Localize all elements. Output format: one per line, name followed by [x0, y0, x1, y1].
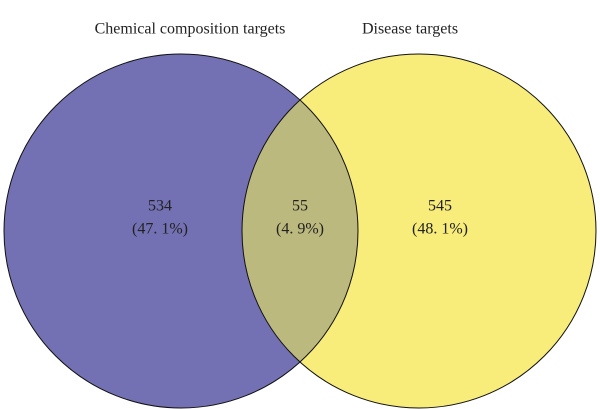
overlap-region — [242, 54, 358, 408]
region-percent: (4. 9%) — [276, 221, 324, 238]
region-count: 55 — [292, 198, 308, 215]
venn-labels: Chemical composition targets Disease targ… — [95, 21, 468, 238]
venn-shapes — [3, 53, 597, 409]
region-percent: (48. 1%) — [412, 221, 468, 238]
set-title: Disease targets — [362, 21, 458, 38]
region-percent: (47. 1%) — [132, 221, 188, 238]
set-outline — [3, 53, 359, 409]
set-outline — [241, 53, 597, 409]
region-count: 545 — [428, 198, 452, 215]
region-count: 534 — [148, 198, 172, 215]
set-title: Chemical composition targets — [95, 21, 286, 38]
